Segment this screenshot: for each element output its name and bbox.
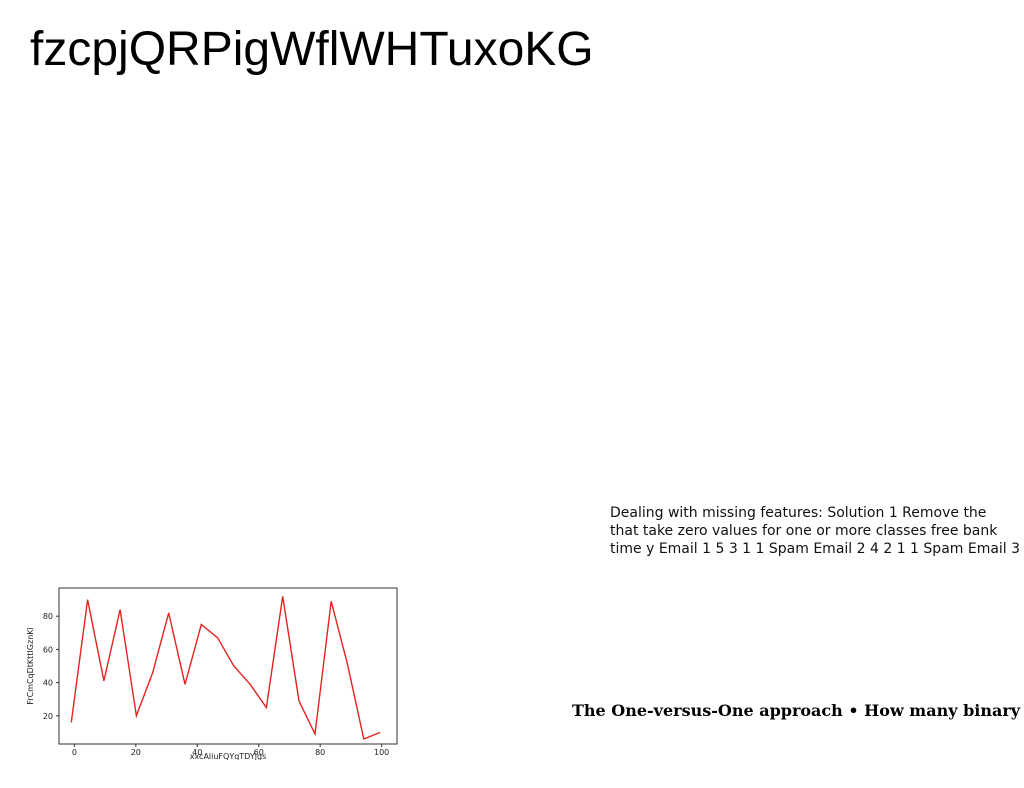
x-tick-label: 20: [131, 748, 141, 757]
x-tick-label: 60: [254, 748, 264, 757]
y-tick-label: 60: [43, 645, 53, 654]
x-axis-title: xxcAliuFQYqTDYjgs: [190, 752, 267, 760]
text-line: Dealing with missing features: Solution …: [610, 505, 987, 521]
x-tick-label: 0: [72, 748, 77, 757]
y-tick-label: 40: [43, 679, 53, 688]
line-chart: 0 20 40 60 80 100 20 40 60 80 xxcAliuFQYqTDYjgs F…: [24, 582, 404, 760]
text-line: time y Email 1 5 3 1 1 Spam Email 2 4 2 …: [610, 541, 1021, 557]
x-tick-label: 80: [315, 748, 325, 757]
y-tick-label: 80: [43, 612, 53, 621]
ticks-layer: 0 20 40 60 80 100 20 40 60 80: [43, 612, 389, 757]
x-tick-label: 100: [374, 748, 389, 757]
series-line: [70, 596, 381, 740]
y-axis-title: FrCmCqDtKttIGznKl: [26, 627, 35, 704]
text-block: Dealing with missing features: Solution …: [610, 504, 1020, 558]
chart-svg: 0 20 40 60 80 100 20 40 60 80 xxcAliuFQYqTDYjgs F…: [26, 587, 398, 760]
text-line: that take zero values for one or more cl…: [610, 523, 998, 539]
series-layer: [70, 596, 381, 740]
y-tick-label: 20: [43, 712, 53, 721]
plot-frame: [58, 587, 398, 745]
page-title: fzcpjQRPigWflWHTuxoKG: [30, 23, 594, 76]
caption: The One-versus-One approach • How many b…: [572, 701, 1021, 720]
x-tick-label: 40: [192, 748, 202, 757]
